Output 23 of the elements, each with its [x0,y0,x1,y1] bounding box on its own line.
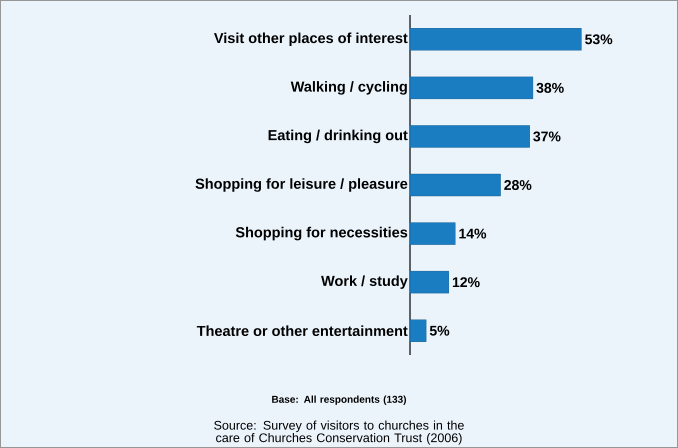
data-label: 38% [536,82,564,93]
data-label: 28% [504,180,532,190]
data-label: 12% [452,277,480,288]
y-tick-label: Shopping for leisure / pleasure [196,178,408,192]
bar [410,320,426,342]
bar [410,222,456,245]
text: Base: All respondents (133) [272,396,406,405]
bar [410,28,582,50]
data-label: 53% [585,34,612,44]
bar [410,174,501,196]
bar [410,76,534,100]
y-tick-label: Work / study [321,275,408,289]
y-tick-label: Eating / drinking out [268,130,408,144]
data-label: 5% [430,326,450,336]
source-note: Source: Survey of visitors to churches in the care of Churches Conservation Trust (2006) [214,420,464,445]
y-tick-label: Visit other places of interest [214,32,408,46]
y-tick-label: Shopping for necessities [236,226,408,240]
y-tick-label: Theatre or other entertainment [196,325,408,336]
bar [410,125,530,148]
data-label: 14% [459,228,486,239]
data-label: 37% [533,131,561,142]
bar [410,270,450,294]
y-tick-label: Walking / cycling [290,81,407,95]
